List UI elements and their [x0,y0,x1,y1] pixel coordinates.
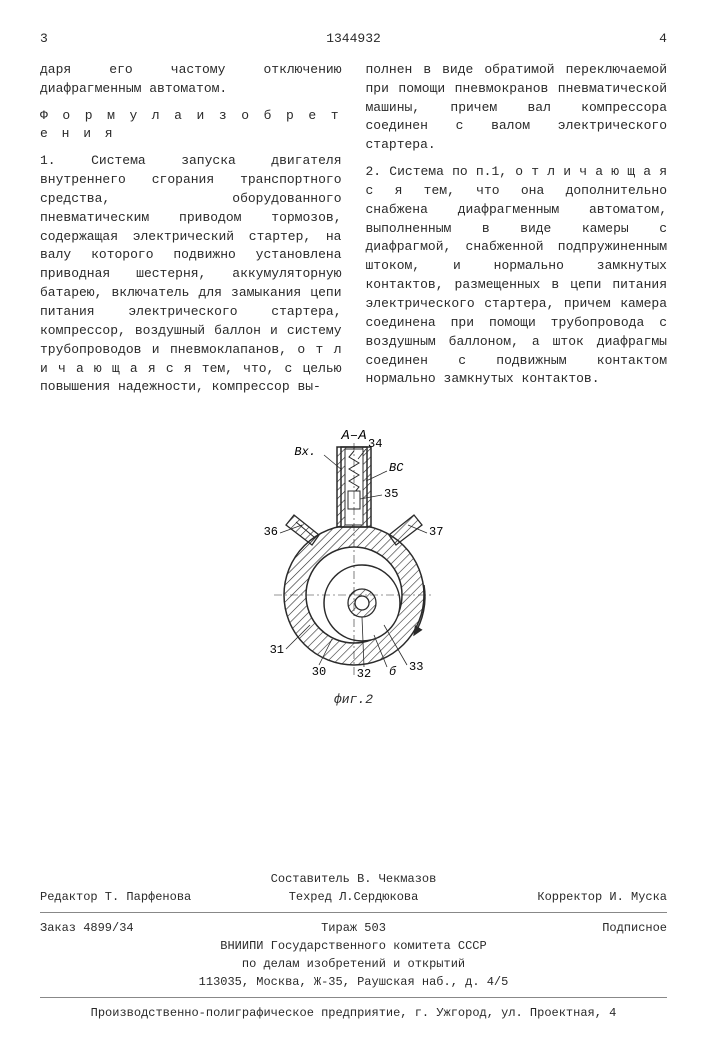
footer-org2: по делам изобретений и открытий [40,955,667,973]
footer-editor: Редактор Т. Парфенова [40,888,249,906]
claim-2: 2. Система по п.1, о т л и ч а ю щ а я с… [366,163,668,389]
right-column: полнен в виде обратимой переключаемой пр… [366,61,668,405]
ref-b: б [389,665,397,679]
footer-podpisnoe: Подписное [458,919,667,937]
footer-techred: Техред Л.Сердюкова [249,888,458,906]
left-p1: даря его частому отключению диафрагменны… [40,61,342,99]
ref-35: 35 [384,487,398,501]
text-columns: даря его частому отключению диафрагменны… [40,61,667,405]
figure-2: А–А Вх. 34 ВС 35 3 [40,425,667,710]
footer-tirazh: Тираж 503 [249,919,458,937]
section-label: А–А [340,428,366,444]
label-bc: ВС [389,461,404,475]
patent-number: 1344932 [326,30,381,49]
footer-credits: Редактор Т. Парфенова Техред Л.Сердюкова… [40,888,667,906]
ref-36: 36 [263,525,277,539]
footer-org1: ВНИИПИ Государственного комитета СССР [40,937,667,955]
figure-caption: фиг.2 [40,691,667,710]
ref-30: 30 [311,665,325,679]
footer-order: Заказ 4899/34 [40,919,249,937]
ref-34: 34 [368,437,382,451]
footer-compiler: Составитель В. Чекмазов [40,870,667,888]
ref-32: 32 [356,667,370,681]
page-left-num: 3 [40,30,48,49]
footer-addr2: Производственно-полиграфическое предприя… [40,1004,667,1022]
left-column: даря его частому отключению диафрагменны… [40,61,342,405]
footer-order-row: Заказ 4899/34 Тираж 503 Подписное [40,919,667,937]
claim-1: 1. Система запуска двигателя внутреннего… [40,152,342,397]
label-bx: Вх. [294,445,316,459]
page-header: 3 1344932 4 [40,30,667,49]
footer-corrector: Корректор И. Муска [458,888,667,906]
ref-33: 33 [409,660,423,674]
ref-37: 37 [429,525,443,539]
right-p1: полнен в виде обратимой переключаемой пр… [366,61,668,155]
page-right-num: 4 [659,30,667,49]
figure-svg: А–А Вх. 34 ВС 35 3 [224,425,484,685]
formula-label: Ф о р м у л а и з о б р е т е н и я [40,107,342,145]
footer-block: Составитель В. Чекмазов Редактор Т. Парф… [40,870,667,1022]
footer-addr1: 113035, Москва, Ж-35, Раушская наб., д. … [40,973,667,991]
ref-31: 31 [269,643,283,657]
